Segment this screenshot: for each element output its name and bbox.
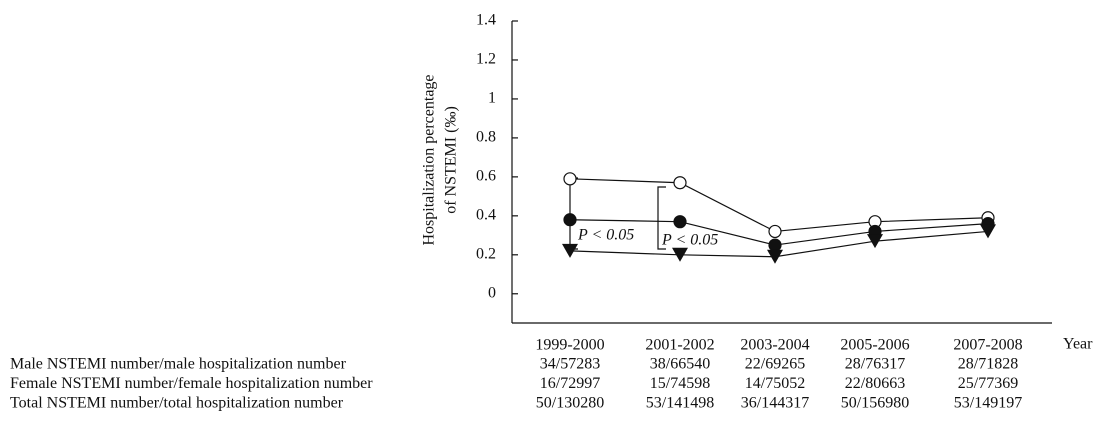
point	[980, 224, 996, 239]
table-cell: 22/69265	[745, 356, 805, 373]
table-cell: 50/156980	[841, 395, 909, 412]
point	[563, 172, 577, 186]
y-tick-label: 0.8	[476, 129, 496, 146]
row-label: Male NSTEMI number/male hospitalization …	[10, 356, 347, 373]
table-cell: 53/149197	[954, 395, 1022, 412]
y-tick-label: 1.4	[476, 12, 496, 29]
table-cell: 15/74598	[650, 375, 710, 392]
table-cell: 50/130280	[536, 395, 604, 412]
y-tick-label: 1.2	[476, 51, 496, 68]
point	[768, 238, 782, 252]
x-tick-label: 2007-2008	[953, 337, 1022, 354]
y-label: of NSTEMI (‰)	[443, 106, 460, 214]
table-cell: 16/72997	[540, 375, 600, 392]
table-cell: 53/141498	[646, 395, 714, 412]
table-cell: 14/75052	[745, 375, 805, 392]
table-cell: 28/71828	[958, 356, 1018, 373]
point	[767, 249, 783, 264]
table-cell: 34/57283	[540, 356, 600, 373]
row-label: Total NSTEMI number/total hospitalizatio…	[10, 395, 344, 412]
point	[562, 243, 578, 258]
series-line	[569, 178, 989, 233]
row-label: Female NSTEMI number/female hospitalizat…	[10, 375, 373, 392]
y-label-group: Hospitalization percentage of NSTEMI (‰)	[421, 74, 460, 245]
point	[867, 234, 883, 249]
y-tick-label: 0.2	[476, 245, 496, 262]
y-tick-label: 0.6	[476, 168, 496, 185]
x-label: Year	[1063, 336, 1093, 353]
table-cell: 28/76317	[845, 356, 905, 373]
point	[672, 247, 688, 262]
y-tick-label: 1	[488, 90, 496, 107]
x-tick-label: 1999-2000	[535, 337, 604, 354]
point	[673, 215, 687, 229]
y-tick-label: 0.4	[476, 207, 496, 224]
table-cell: 22/80663	[845, 375, 905, 392]
table-cell: 36/144317	[741, 395, 809, 412]
point	[768, 224, 782, 239]
annotation: P < 0.05	[577, 227, 634, 244]
point	[563, 213, 577, 227]
y-label: Hospitalization percentage	[421, 74, 438, 245]
bracket	[657, 186, 666, 250]
annotation: P < 0.05	[661, 232, 718, 249]
x-tick-label: 2001-2002	[645, 337, 714, 354]
x-tick-label: 2005-2006	[840, 337, 909, 354]
point	[673, 176, 687, 190]
y-tick-label: 0	[488, 284, 496, 301]
table-cell: 38/66540	[650, 356, 710, 373]
x-tick-label: 2003-2004	[740, 337, 809, 354]
table-cell: 25/77369	[958, 375, 1018, 392]
